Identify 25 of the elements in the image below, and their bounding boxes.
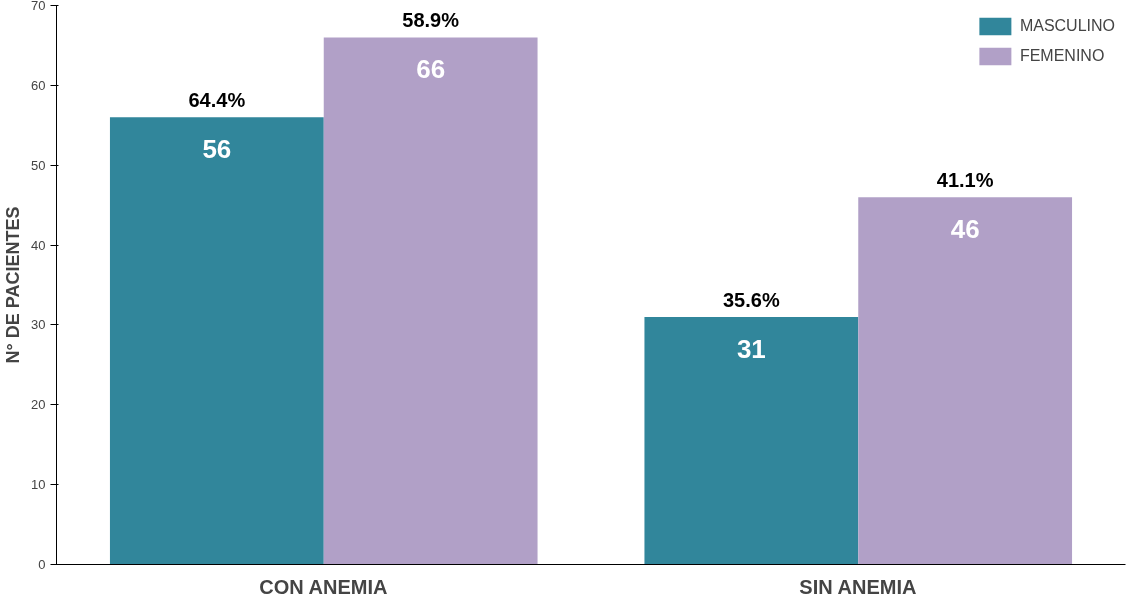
y-tick-label: 60: [31, 77, 46, 93]
y-tick-label: 20: [31, 397, 46, 413]
data-label: 46: [950, 214, 980, 245]
bar: [644, 316, 859, 565]
y-tick-label: 10: [31, 477, 46, 493]
y-tick-label: 40: [31, 237, 46, 253]
y-axis-title: N° DE PACIENTES: [3, 206, 24, 364]
annotation: 41.1%: [936, 168, 994, 191]
bar: [323, 37, 538, 565]
y-tick-label: 70: [31, 0, 46, 13]
bar: [858, 197, 1073, 565]
data-label: 66: [416, 54, 446, 85]
y-tick-label: 30: [31, 317, 46, 333]
annotation: 58.9%: [402, 9, 460, 32]
annotation: 64.4%: [188, 88, 246, 111]
legend-label: FEMENINO: [1019, 47, 1105, 65]
annotation: 35.6%: [723, 288, 780, 311]
data-label: 56: [202, 134, 232, 165]
legend-label: MASCULINO: [1019, 17, 1115, 35]
y-tick-label: 50: [31, 157, 46, 173]
x-tick-label: CON ANEMIA: [259, 575, 388, 598]
y-tick-label: 0: [38, 557, 46, 572]
data-label: 31: [736, 333, 766, 364]
x-tick-label: SIN ANEMIA: [799, 575, 917, 598]
bar: [109, 117, 324, 565]
